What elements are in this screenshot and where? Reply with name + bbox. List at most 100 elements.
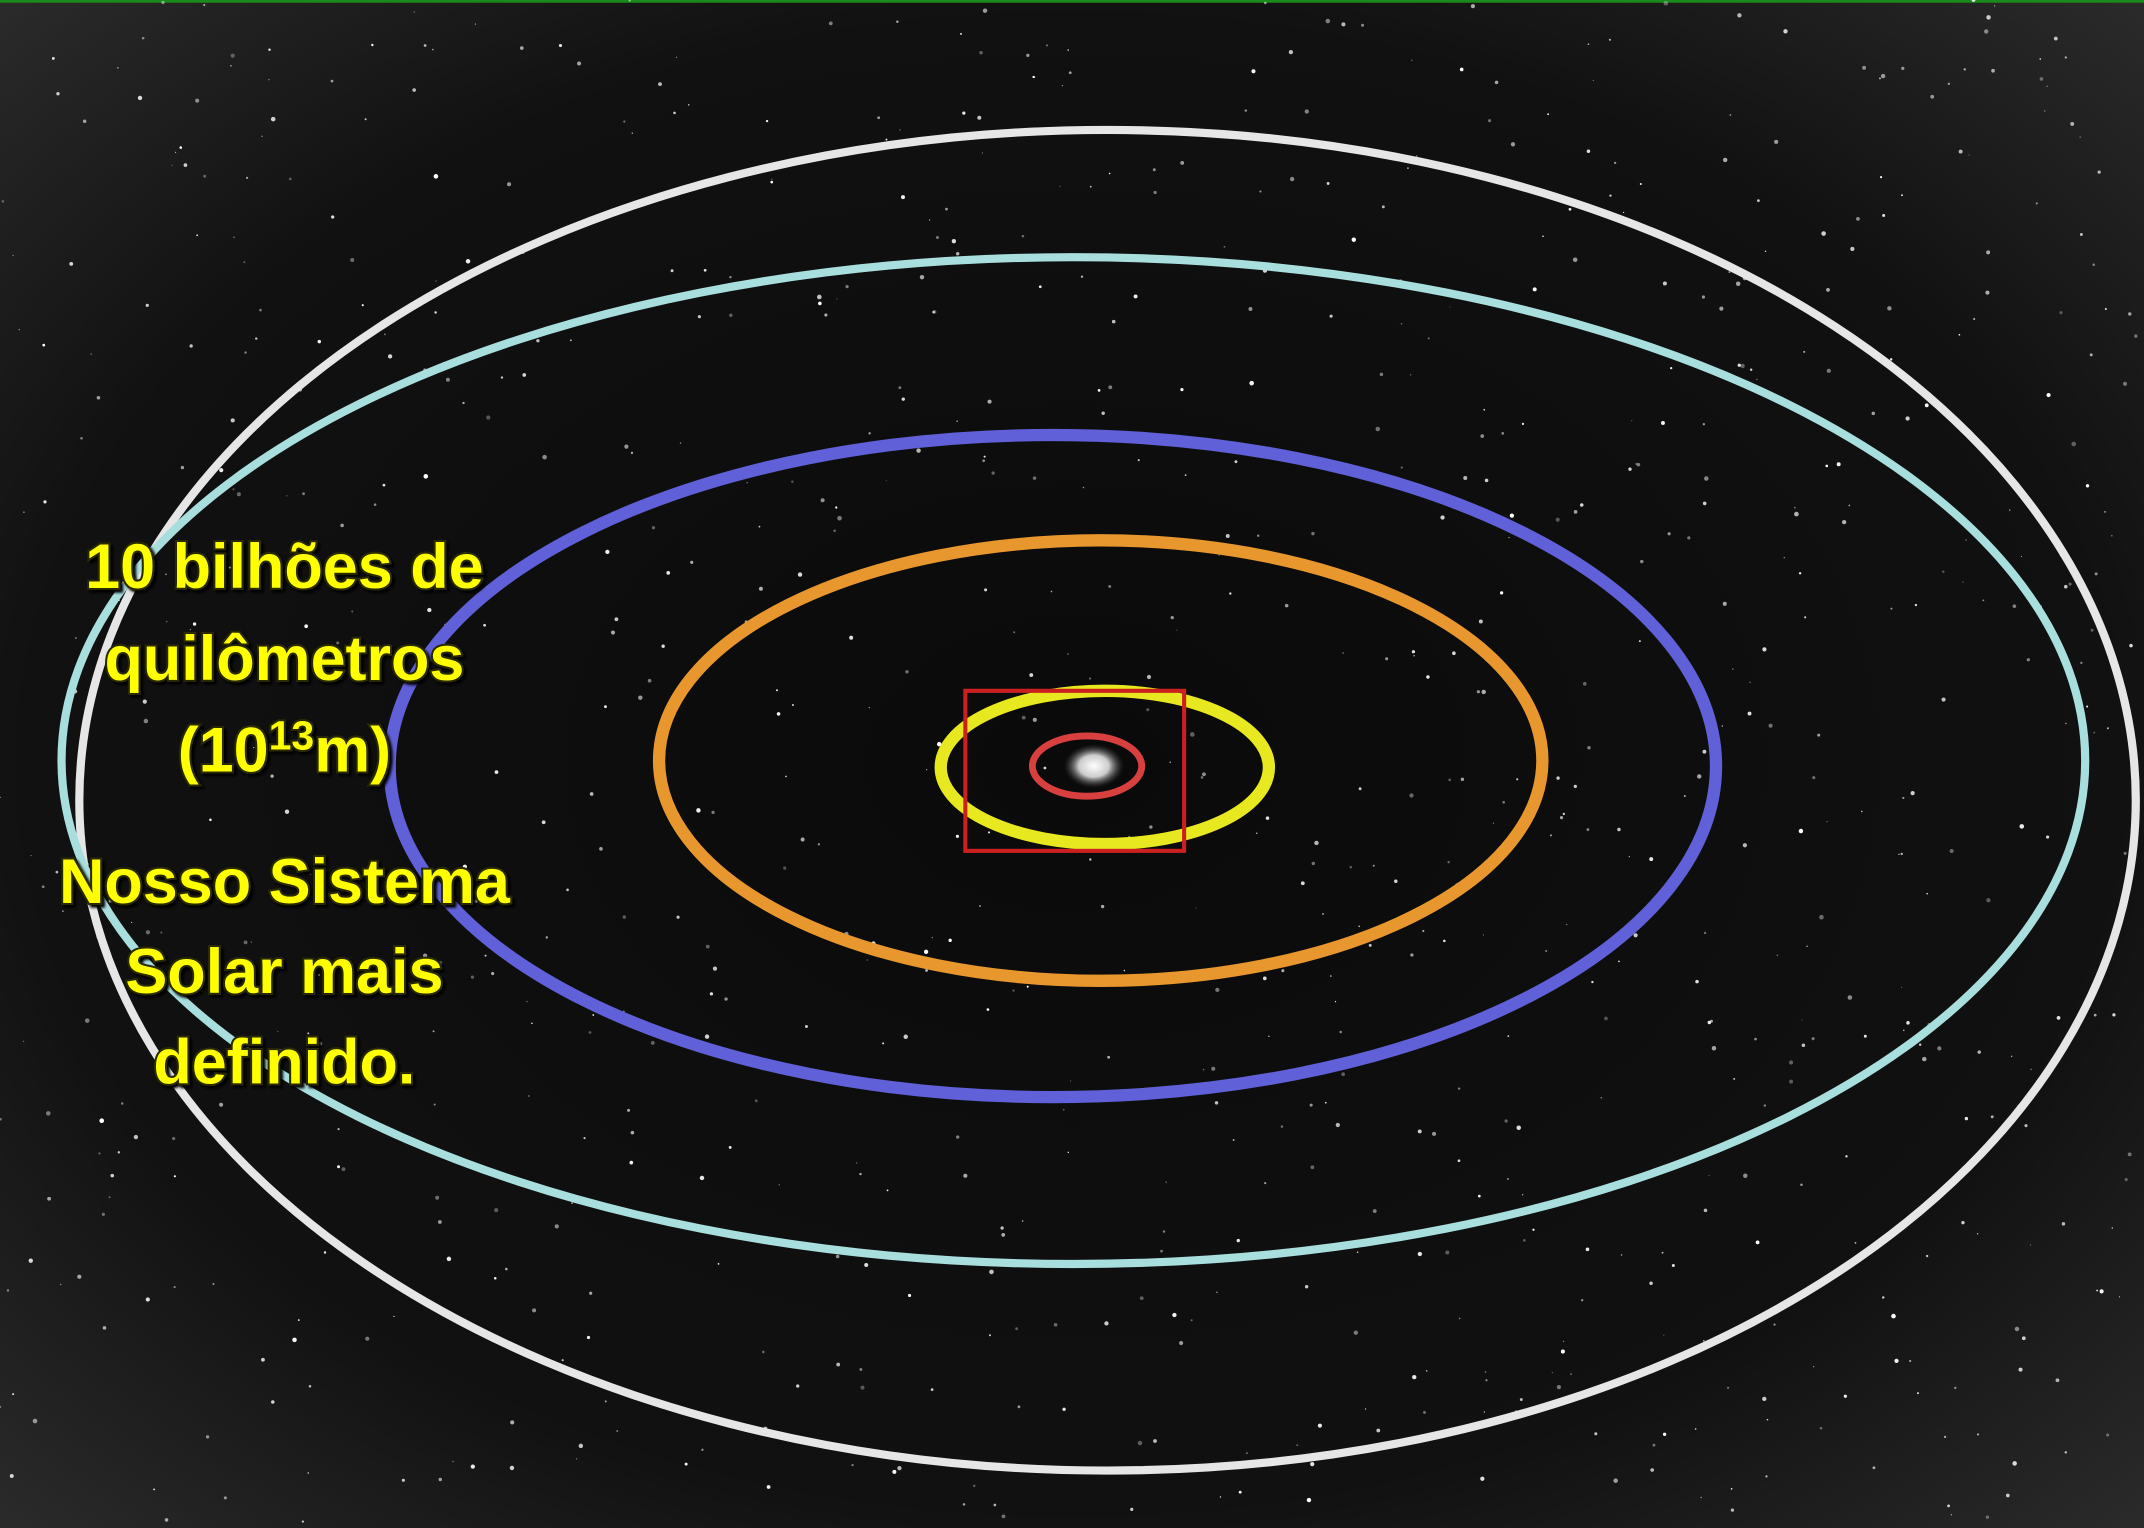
star [1104, 1321, 1108, 1325]
star [849, 636, 853, 640]
star [1748, 712, 1752, 716]
star [818, 843, 820, 845]
star [1941, 697, 1945, 701]
star [1842, 520, 1846, 524]
star [856, 1162, 857, 1163]
star [2128, 312, 2131, 315]
star [836, 298, 837, 299]
star [1443, 940, 1446, 943]
star [1264, 1182, 1266, 1184]
star [181, 466, 184, 469]
star [1180, 388, 1183, 391]
star [117, 67, 118, 68]
star [1180, 161, 1184, 165]
star [1991, 1115, 1994, 1118]
star [869, 707, 870, 708]
star [143, 700, 147, 704]
star [1563, 813, 1565, 815]
star [434, 1104, 436, 1106]
star [292, 1338, 297, 1343]
star [433, 1030, 435, 1032]
star [671, 269, 674, 272]
star [244, 351, 246, 353]
star [887, 1189, 889, 1191]
star [583, 1137, 585, 1139]
star [1401, 323, 1403, 325]
star [1765, 1475, 1767, 1477]
star [1794, 507, 1796, 509]
star [766, 120, 768, 122]
star [2071, 442, 2076, 447]
star [1322, 913, 1324, 915]
star [1583, 682, 1587, 686]
star [1704, 932, 1706, 934]
star [908, 1294, 911, 1297]
star [1703, 502, 1707, 506]
star [627, 1109, 630, 1112]
star [555, 1224, 559, 1228]
star [546, 936, 548, 938]
star [1264, 2, 1266, 4]
star [1890, 608, 1892, 610]
star [271, 1400, 275, 1404]
star [1089, 677, 1091, 679]
star [69, 262, 73, 266]
star [160, 931, 162, 933]
star [988, 831, 990, 833]
star [785, 776, 787, 778]
star [1256, 832, 1258, 834]
star [1774, 140, 1778, 144]
scale-exponent: 13 [269, 713, 315, 759]
star [984, 456, 986, 458]
star [1146, 708, 1149, 711]
star [652, 526, 655, 529]
star [268, 79, 269, 80]
star [1224, 246, 1226, 248]
star [1251, 69, 1255, 73]
star [729, 314, 732, 317]
star [960, 33, 962, 35]
star [1799, 572, 1801, 574]
star [904, 1035, 908, 1039]
star [767, 1485, 771, 1489]
star [1909, 1360, 1911, 1362]
star [75, 637, 77, 639]
star [1733, 1078, 1735, 1080]
star [791, 481, 793, 483]
star [2095, 572, 2098, 575]
star [1729, 114, 1731, 116]
star [298, 1319, 300, 1321]
star [1569, 208, 1572, 211]
star [952, 239, 956, 243]
star [2124, 852, 2127, 855]
star [1653, 1444, 1656, 1447]
star [1710, 1020, 1713, 1023]
star [1215, 1101, 1218, 1104]
star [1305, 1285, 1308, 1288]
star [1623, 212, 1624, 213]
star [710, 992, 713, 995]
star [1226, 534, 1230, 538]
star [1352, 237, 1356, 241]
star [1765, 251, 1766, 252]
caption-line: quilômetros [104, 624, 464, 694]
star [651, 1041, 655, 1045]
star [1312, 862, 1315, 865]
star [770, 181, 773, 184]
star [1459, 1318, 1461, 1320]
star [1703, 423, 1705, 425]
star [1310, 1165, 1314, 1169]
star [80, 437, 83, 440]
star [2044, 110, 2046, 112]
star [231, 54, 235, 58]
star [2019, 1368, 2023, 1372]
star [1757, 199, 1760, 202]
star [623, 915, 626, 918]
star [1477, 690, 1480, 693]
star [1510, 513, 1514, 517]
star [1951, 1514, 1952, 1515]
star [2006, 1494, 2010, 1498]
star [1850, 247, 1854, 251]
star [701, 1449, 703, 1451]
star [1827, 369, 1831, 373]
